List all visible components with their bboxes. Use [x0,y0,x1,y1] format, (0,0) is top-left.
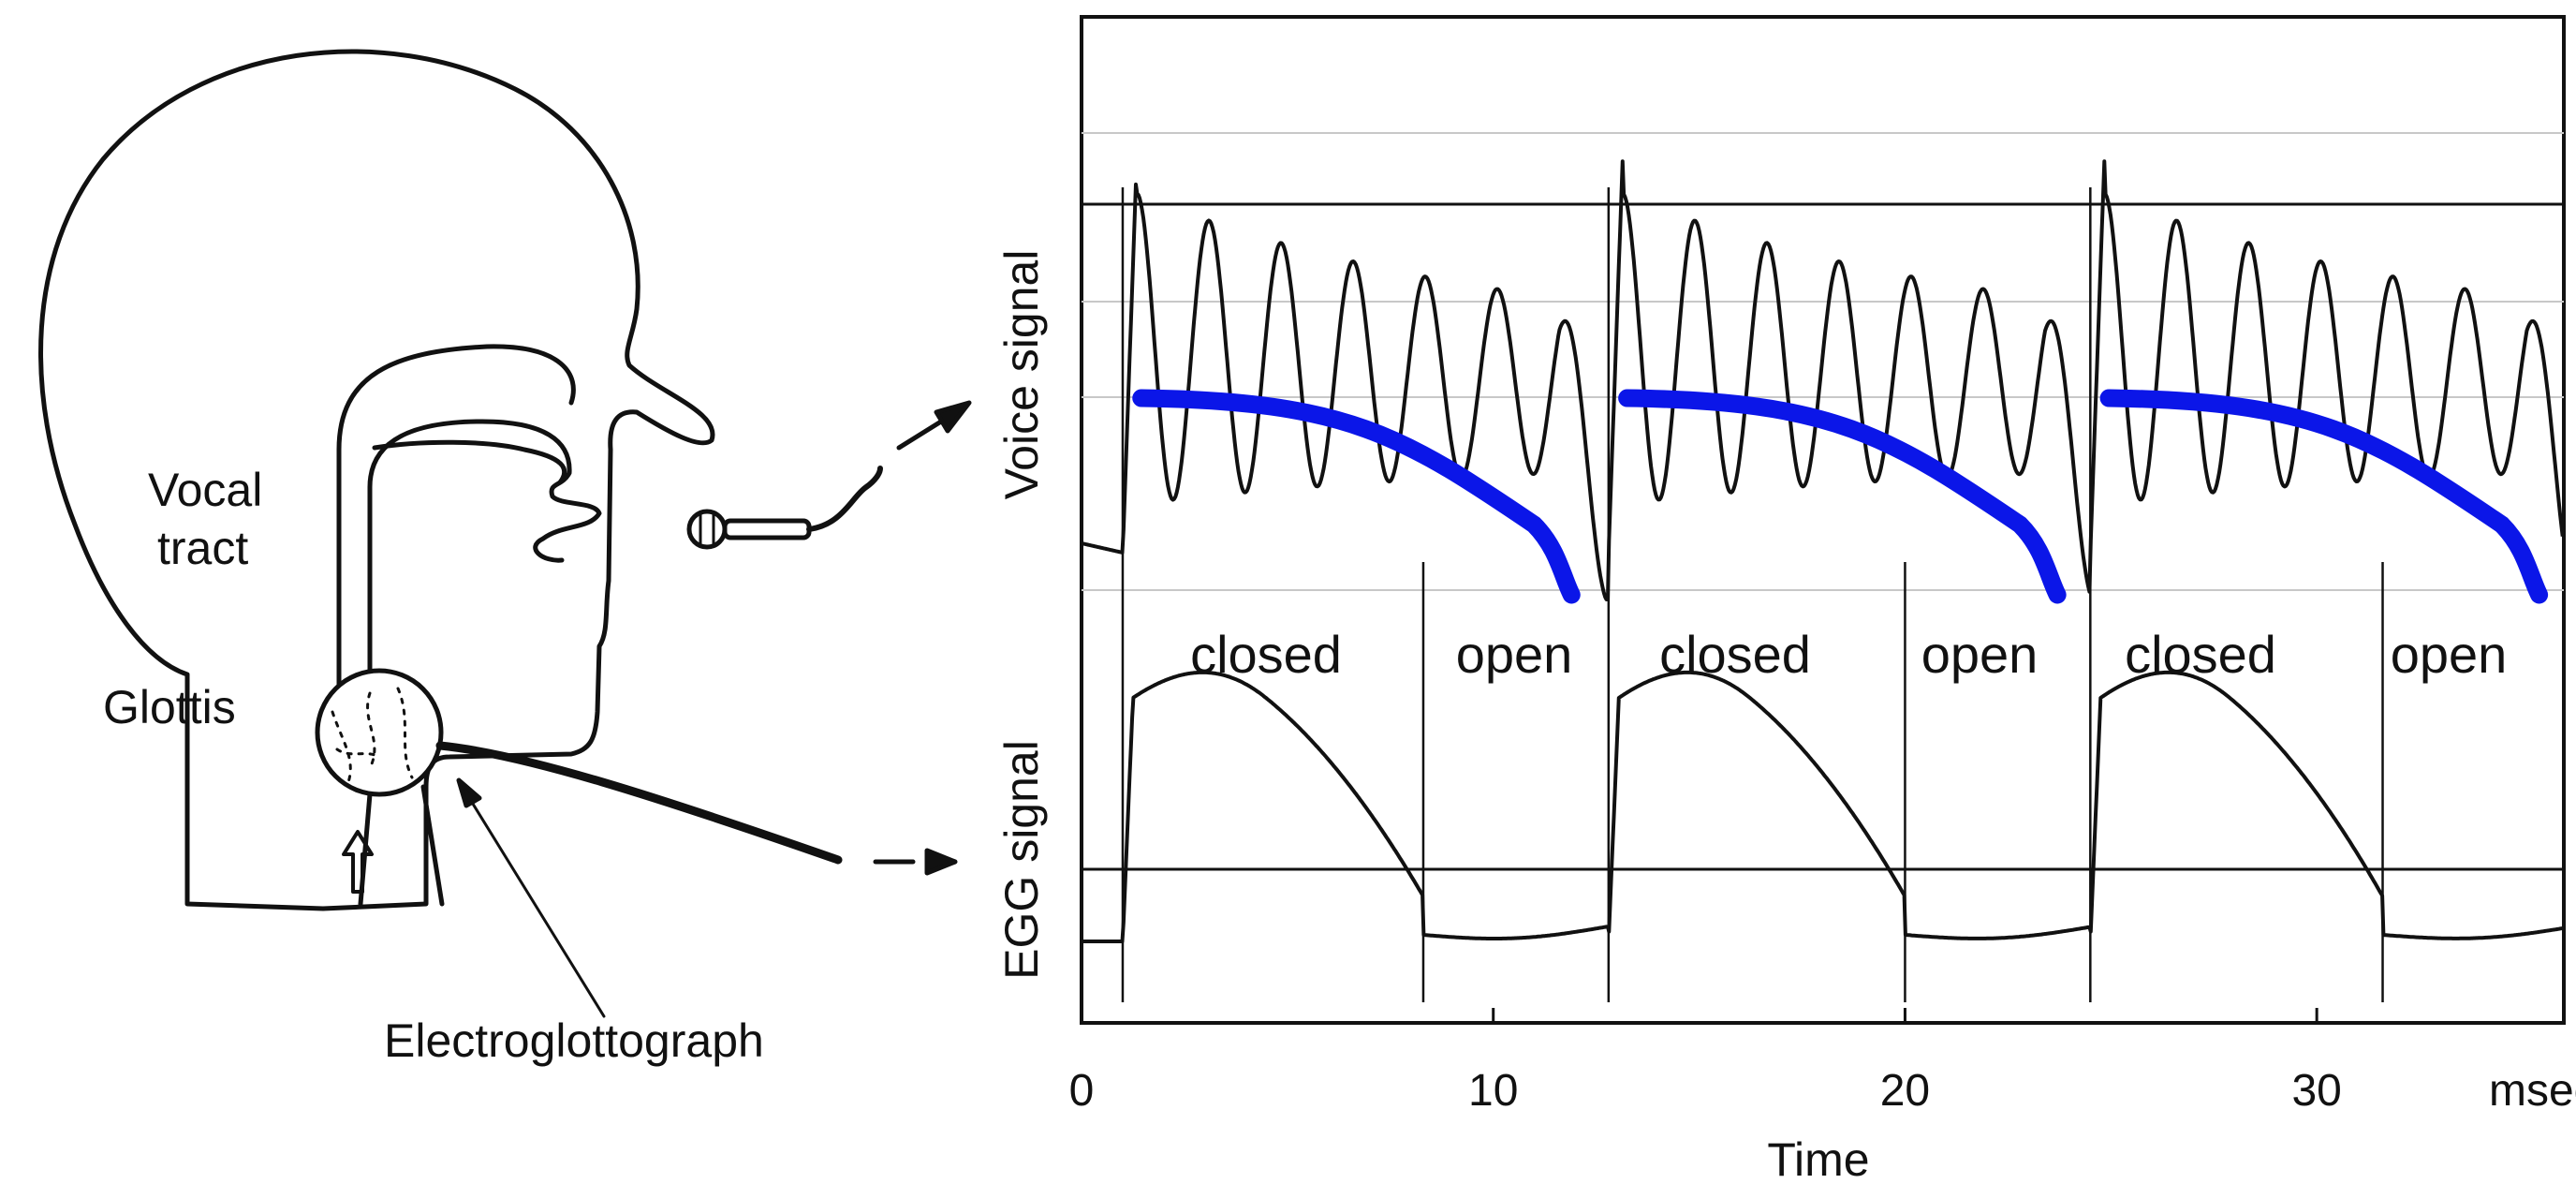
egg-signal-trace [1081,670,2564,943]
x-tick-label: 30 [2291,1066,2341,1116]
microphone-handle [722,518,812,540]
plot-frame [1080,15,2566,1025]
closed-phase-curve [1132,389,1581,604]
closed-phase-curve [2099,389,2549,604]
microphone-cable [806,466,883,532]
x-axis-label: Time [1767,1133,1869,1184]
vocal-tract-label-1: Vocal [148,464,262,516]
voice-signal-axis-label: Voice signal [995,250,1048,500]
voice-signal-trace [1081,159,2565,601]
glottis-circle [315,668,444,797]
jaw-line [372,439,567,485]
phase-label-closed: closed [1659,625,1811,684]
trachea-right [420,784,445,907]
x-axis-ticks: 0 10 20 30 [1069,1008,2342,1116]
x-tick-label: 0 [1069,1066,1095,1116]
voice-dashed-arrow-line [896,419,944,451]
airflow-arrow-icon [342,830,374,894]
egg-arrow-head-icon [924,848,958,876]
closed-phase-curve [1618,389,2067,604]
phase-label-closed: closed [1190,625,1342,684]
microphone-icon [686,509,728,550]
phase-label-open: open [2391,625,2508,684]
head-diagram [38,49,972,1018]
x-tick-label: 20 [1880,1066,1930,1116]
x-axis-unit: msec [2489,1066,2576,1116]
glottis-label: Glottis [103,681,236,733]
palate-outline [336,344,576,724]
closed-phase-curves [1132,389,2549,604]
microphone-grille [699,511,715,547]
glottis-folds [331,687,414,784]
vocal-tract-label-2: tract [157,522,248,574]
electrode-cable [435,741,843,865]
phase-label-closed: closed [2125,625,2276,684]
gridlines [1082,132,2564,871]
head-outline [38,49,715,911]
tongue-outline [367,419,602,724]
phase-label-open: open [1456,625,1573,684]
voice-arrow-head-icon [934,400,972,434]
electroglottograph-label: Electroglottograph [384,1014,764,1067]
phase-label-open: open [1921,625,2039,684]
signal-plot: 0 10 20 30 closed open closed open closed o… [995,15,2576,1184]
pointer-line [466,794,606,1018]
egg-signal-axis-label: EGG signal [995,740,1048,980]
x-tick-label: 10 [1468,1066,1518,1116]
pointer-arrow-head-icon [456,777,482,808]
